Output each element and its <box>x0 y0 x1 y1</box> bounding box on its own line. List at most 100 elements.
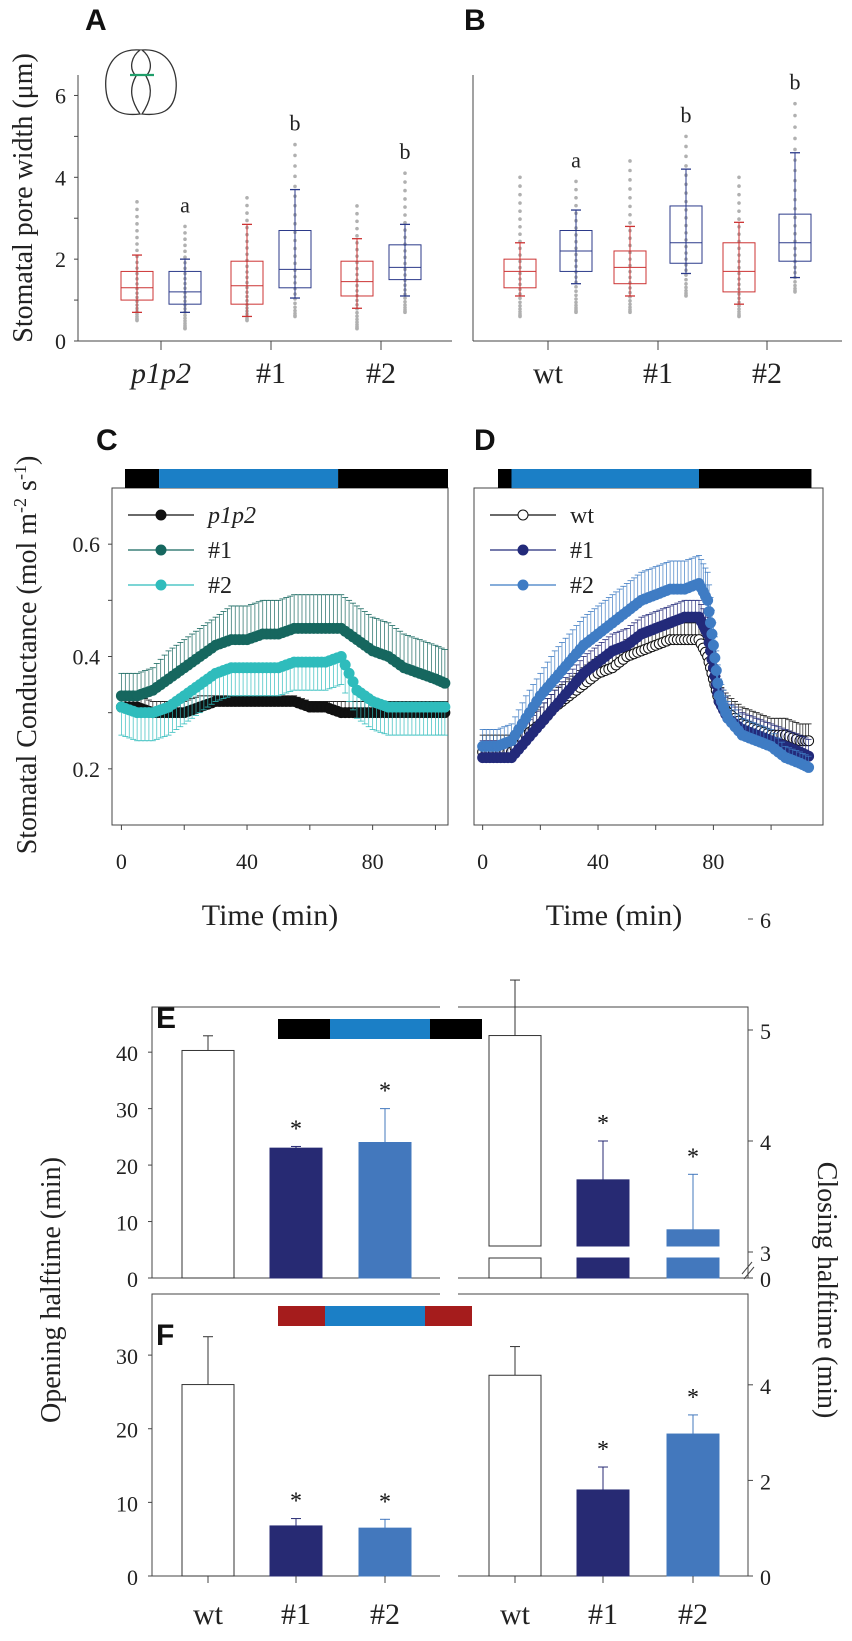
y-tick-label: 0.6 <box>73 532 101 557</box>
blue-light-bar <box>330 1019 430 1039</box>
bar-lower-n1 <box>576 1257 630 1279</box>
bar-upper-wt <box>488 1035 542 1247</box>
series-n2 <box>115 651 451 742</box>
significance-star: * <box>290 1489 302 1515</box>
bar-upper-n2 <box>666 1229 720 1247</box>
legend-marker <box>155 509 167 521</box>
y-tick-label: 3 <box>760 1241 771 1266</box>
data-point <box>684 291 688 295</box>
x-tick-label: #2 <box>370 1598 400 1631</box>
bar-n1 <box>269 1147 323 1279</box>
data-point <box>403 171 407 176</box>
data-point <box>684 164 688 168</box>
data-point <box>684 282 688 286</box>
x-tick-label: #1 <box>643 357 673 390</box>
data-point <box>355 234 359 238</box>
dark-period-bar <box>338 469 448 488</box>
significance-letter: a <box>571 147 581 172</box>
x-tick-label: #2 <box>752 357 782 390</box>
panel-d: 0 40 80 wt #1 #2 <box>473 469 824 874</box>
data-point <box>293 308 297 313</box>
data-point <box>628 302 632 307</box>
data-point <box>355 204 359 208</box>
data-point <box>793 101 797 106</box>
panel-letter-a: A <box>85 4 107 37</box>
data-point <box>355 211 359 216</box>
data-point <box>793 136 797 141</box>
data-point <box>183 243 187 248</box>
data-point <box>518 209 522 213</box>
data-point <box>684 285 688 290</box>
data-point <box>574 187 578 192</box>
data-point <box>703 606 715 618</box>
data-point <box>574 306 578 310</box>
y-axis-label-ef-right: Closing halftime (min) <box>811 1162 842 1419</box>
panel-a: 0 2 4 6 p1p2 #1 #2 a b b <box>55 75 430 390</box>
data-point <box>709 652 721 664</box>
data-point <box>135 312 139 317</box>
y-tick-label: 5 <box>760 1019 771 1044</box>
data-point <box>135 222 139 226</box>
data-point <box>684 277 688 282</box>
data-point <box>355 310 359 315</box>
axis-break-mark <box>741 1261 753 1275</box>
x-tick-label: p1p2 <box>129 357 191 390</box>
dark-period-bar <box>125 469 160 488</box>
data-point <box>712 677 724 689</box>
data-point <box>183 255 187 259</box>
x-tick-label: 0 <box>477 849 488 874</box>
data-point <box>439 677 451 689</box>
data-point <box>293 305 297 310</box>
data-point <box>403 303 407 307</box>
significance-star: * <box>379 1489 391 1515</box>
data-point <box>293 142 297 147</box>
y-tick-label: 4 <box>760 1374 771 1399</box>
data-point <box>702 594 714 606</box>
data-point <box>135 235 139 240</box>
significance-star: * <box>687 1144 699 1170</box>
data-point <box>245 211 249 215</box>
data-point <box>684 144 688 149</box>
significance-letter: b <box>790 70 801 95</box>
y-tick-label: 40 <box>116 1041 138 1066</box>
x-axis-label-c: Time (min) <box>202 899 338 932</box>
data-point <box>518 175 522 180</box>
data-point <box>684 288 688 293</box>
data-point <box>628 168 632 173</box>
legend-label: #1 <box>208 538 232 564</box>
data-point <box>135 228 139 233</box>
x-tick-label: 40 <box>236 849 258 874</box>
significance-letter: b <box>290 111 301 136</box>
axis-break-mark <box>743 1266 755 1280</box>
data-point <box>737 209 741 213</box>
data-point <box>628 221 632 225</box>
data-point <box>518 232 522 236</box>
data-point <box>183 316 187 321</box>
data-point <box>737 192 741 197</box>
data-point <box>403 299 407 304</box>
data-point <box>705 617 717 629</box>
data-point <box>518 307 522 311</box>
data-point <box>403 213 407 217</box>
data-point <box>737 201 741 205</box>
data-point <box>293 184 297 189</box>
data-point <box>245 218 249 223</box>
data-point <box>737 175 741 180</box>
data-point <box>684 273 688 277</box>
y-tick-label: 0 <box>55 329 66 354</box>
significance-letter: b <box>681 102 692 127</box>
y-tick-label: 10 <box>116 1211 138 1236</box>
data-point <box>518 184 522 188</box>
data-point <box>628 299 632 303</box>
bar-n2 <box>666 1433 720 1577</box>
y-tick-label: 6 <box>760 908 771 933</box>
x-tick-label: #1 <box>588 1598 618 1631</box>
data-point <box>793 283 797 288</box>
data-point <box>684 154 688 159</box>
y-axis-label-cd: Stomatal Conductance (mol m-2 s-1) <box>10 456 43 855</box>
bar-wt <box>181 1049 235 1279</box>
x-tick-label: #1 <box>256 357 286 390</box>
data-point <box>439 701 451 713</box>
data-point <box>793 113 797 118</box>
y-tick-label: 20 <box>116 1154 138 1179</box>
